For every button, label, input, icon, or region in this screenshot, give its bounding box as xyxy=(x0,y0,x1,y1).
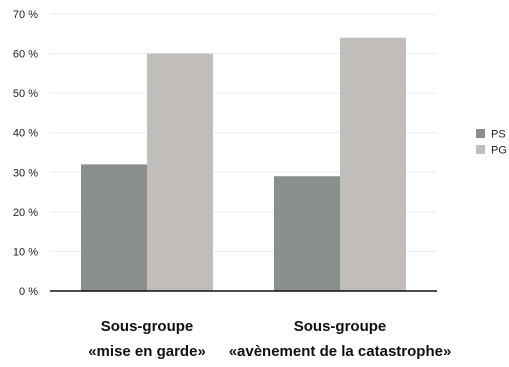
legend-label-ps: PS xyxy=(491,129,506,141)
legend-swatch-pg xyxy=(476,145,485,154)
y-tick-label: 10 % xyxy=(13,246,38,258)
bar-ps-2 xyxy=(274,176,340,291)
category-label-line: «mise en garde» xyxy=(88,343,206,360)
category-labels: Sous-groupe «mise en garde» Sous-groupe «av… xyxy=(88,318,451,360)
y-tick-label: 0 % xyxy=(19,286,38,298)
y-tick-label: 70 % xyxy=(13,9,38,21)
y-tick-label: 30 % xyxy=(13,167,38,179)
bar-ps-1 xyxy=(81,164,147,291)
bar-pg-1 xyxy=(147,53,213,292)
y-axis-ticks: 0 % 10 % 20 % 30 % 40 % 50 % 60 % 70 % xyxy=(13,9,38,298)
y-tick-label: 20 % xyxy=(13,207,38,219)
category-label-line: Sous-groupe xyxy=(294,318,387,335)
category-label-line: Sous-groupe xyxy=(101,318,194,335)
category-label-line: «avènement de la catastrophe» xyxy=(229,343,452,360)
y-tick-label: 60 % xyxy=(13,49,38,61)
bar-pg-2 xyxy=(340,37,406,291)
bars xyxy=(81,37,406,292)
legend: PS PG xyxy=(476,129,507,157)
legend-swatch-ps xyxy=(476,129,485,138)
legend-label-pg: PG xyxy=(491,145,507,157)
y-tick-label: 50 % xyxy=(13,88,38,100)
y-tick-label: 40 % xyxy=(13,128,38,140)
